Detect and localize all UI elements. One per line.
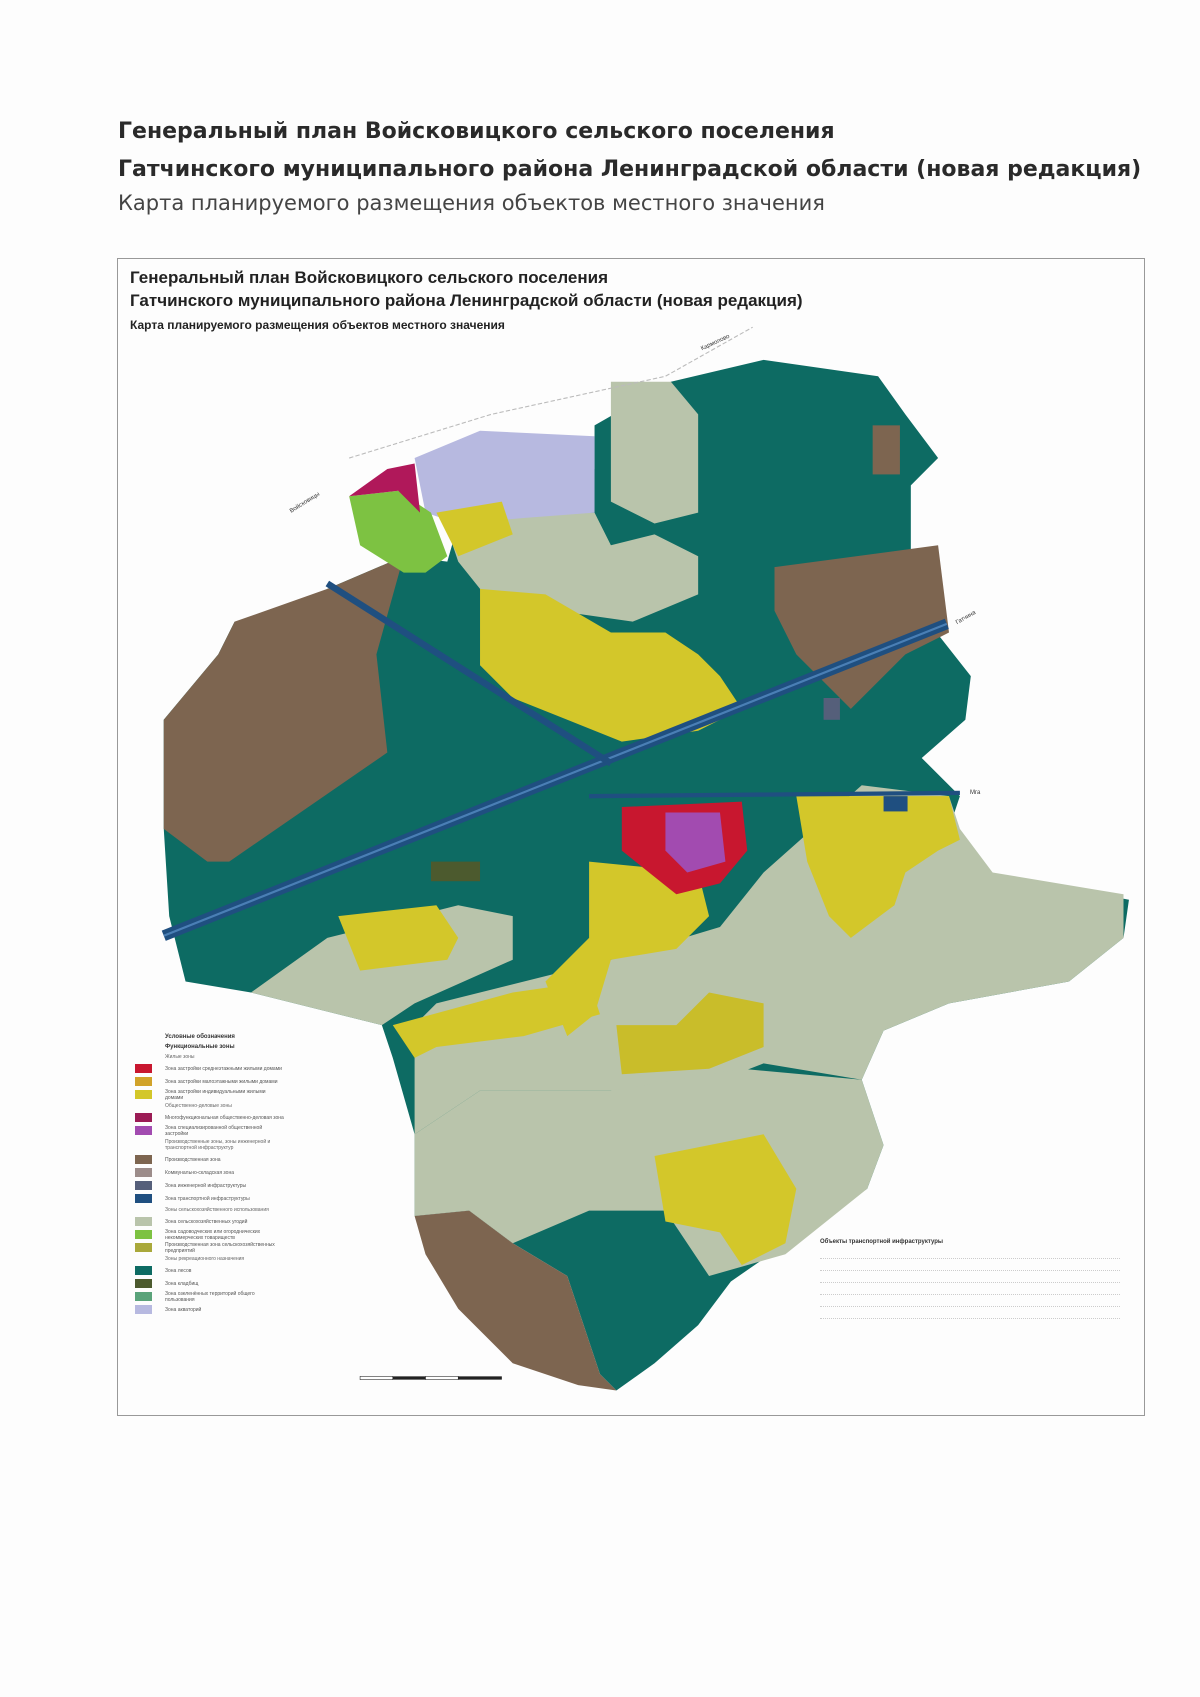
legend-item-label: Коммунально-складская зона	[165, 1169, 234, 1176]
legend-item: Зона транспортной инфраструктуры	[135, 1193, 285, 1204]
map-zones	[163, 359, 1129, 1391]
utility-plot	[823, 697, 840, 720]
production-zone-west	[163, 556, 404, 862]
document-subtitle: Карта планируемого размещения объектов м…	[118, 191, 825, 215]
residential-zone-southwest	[392, 981, 600, 1058]
legend-swatch	[135, 1126, 152, 1135]
legend-right: Объекты транспортной инфраструктуры	[820, 1235, 1120, 1321]
legend-item-label: Зона озеленённых территорий общего польз…	[165, 1290, 255, 1303]
map-title-line1: Генеральный план Войсковицкого сельского…	[130, 268, 608, 287]
legend-item-label: Зона специализированной общественной зас…	[165, 1124, 263, 1137]
legend-item: Зона озеленённых территорий общего польз…	[135, 1290, 285, 1303]
legend-item: Зона застройки среднеэтажными жилыми дом…	[135, 1063, 285, 1074]
production-zone-east	[774, 545, 949, 709]
legend-item-label: Многофункциональная общественно-деловая …	[165, 1114, 284, 1121]
legend-item-label: Зона застройки среднеэтажными жилыми дом…	[165, 1065, 282, 1072]
legend-group-heading: Производственные зоны, зоны инженерной и…	[165, 1139, 271, 1151]
legend-swatch	[135, 1266, 152, 1275]
legend-item-label: Зона застройки индивидуальными жилыми до…	[165, 1088, 266, 1101]
legend-item-label: Зона акваторий	[165, 1306, 202, 1313]
legend-group-heading: Зоны сельскохозяйственного использования	[165, 1207, 269, 1213]
legend-item: Зона специализированной общественной зас…	[135, 1124, 285, 1137]
legend-item: Зона кладбищ	[135, 1278, 285, 1289]
residential-zone-north	[480, 588, 742, 742]
legend-item: Зона застройки индивидуальными жилыми до…	[135, 1088, 285, 1101]
legend-title: Условные обозначения	[165, 1034, 235, 1040]
legend-functional-zones: Функциональные зоны	[165, 1044, 235, 1050]
legend-swatch	[135, 1090, 152, 1099]
legend-group-heading: Жилые зоны	[165, 1054, 195, 1060]
legend-swatch	[135, 1243, 152, 1252]
public-zone-north	[349, 463, 421, 513]
legend-right-heading: Объекты транспортной инфраструктуры	[820, 1239, 943, 1245]
railway-main-center	[163, 622, 948, 937]
legend-swatch	[135, 1064, 152, 1073]
settlement-boundary-north	[348, 326, 753, 459]
legend-item: Зона сельскохозяйственных угодий	[135, 1216, 285, 1227]
legend-group-heading: Зоны рекреационного назначения	[165, 1256, 245, 1262]
legend-item-label: Производственная зона	[165, 1156, 221, 1163]
legend-left: Условные обозначения Функциональные зоны…	[135, 1030, 285, 1317]
residential-zone-south	[616, 992, 764, 1075]
legend-item: Многофункциональная общественно-деловая …	[135, 1112, 285, 1123]
legend-item: Зона акваторий	[135, 1304, 285, 1315]
place-label-mga: Мга	[970, 790, 981, 796]
legend-swatch	[135, 1279, 152, 1288]
legend-item-label: Зона садоводческих или огороднических не…	[165, 1228, 261, 1241]
residential-zone-bottom	[654, 1134, 797, 1266]
agricultural-zone-central	[414, 785, 1124, 1135]
map-subtitle: Карта планируемого размещения объектов м…	[130, 318, 505, 332]
legend-swatch	[135, 1181, 152, 1190]
legend-item-label: Зона транспортной инфраструктуры	[165, 1195, 250, 1202]
garden-zone	[349, 490, 448, 573]
legend-item-label: Зона застройки малоэтажными жилыми домам…	[165, 1078, 278, 1085]
legend-swatch	[135, 1230, 152, 1239]
legend-item: Зона инженерной инфраструктуры	[135, 1180, 285, 1191]
map-title-line2: Гатчинского муниципального района Ленинг…	[130, 291, 803, 310]
public-zone-center-purple	[665, 812, 726, 873]
legend-swatch	[135, 1113, 152, 1122]
legend-item-label: Зона инженерной инфраструктуры	[165, 1182, 247, 1189]
map-frame	[117, 258, 1145, 1416]
legend-group-heading: Общественно-деловые зоны	[165, 1103, 232, 1109]
legend-item: Зона застройки малоэтажными жилыми домам…	[135, 1076, 285, 1087]
road-east	[589, 790, 960, 799]
recreation-zone-north	[414, 430, 595, 524]
legend-item: Коммунально-складская зона	[135, 1167, 285, 1178]
legend-item: Зона лесов	[135, 1265, 285, 1276]
scale-bar	[359, 1376, 502, 1380]
legend-item-label: Зона лесов	[165, 1267, 192, 1274]
production-plot	[872, 425, 900, 475]
legend-item: Зона садоводческих или огороднических не…	[135, 1228, 285, 1241]
production-zone-south	[414, 1210, 617, 1391]
residential-zone-west	[338, 905, 459, 971]
legend-item-label: Производственная зона сельскохозяйственн…	[165, 1241, 275, 1254]
cemetery-zone	[430, 861, 481, 882]
utility-plot-2	[883, 796, 908, 812]
document-title-line1: Генеральный план Войсковицкого сельского…	[118, 119, 835, 144]
legend-item: Производственная зона	[135, 1154, 285, 1165]
legend-swatch	[135, 1155, 152, 1164]
agricultural-zone-northeast	[610, 381, 699, 524]
residential-zone-southeast	[796, 796, 960, 938]
residential-zone-lavender-north	[436, 501, 513, 557]
railway-branch	[325, 580, 613, 767]
legend-item-label: Зона сельскохозяйственных угодий	[165, 1218, 248, 1225]
legend-item: Производственная зона сельскохозяйственн…	[135, 1241, 285, 1254]
legend-swatch	[135, 1077, 152, 1086]
document-title-line2: Гатчинского муниципального района Ленинг…	[118, 157, 1142, 182]
legend-swatch	[135, 1217, 152, 1226]
transport-lines	[161, 326, 960, 941]
legend-swatch	[135, 1292, 152, 1301]
legend-swatch	[135, 1168, 152, 1177]
legend-swatch	[135, 1305, 152, 1314]
legend-swatch	[135, 1194, 152, 1203]
legend-item-label: Зона кладбищ	[165, 1280, 199, 1287]
